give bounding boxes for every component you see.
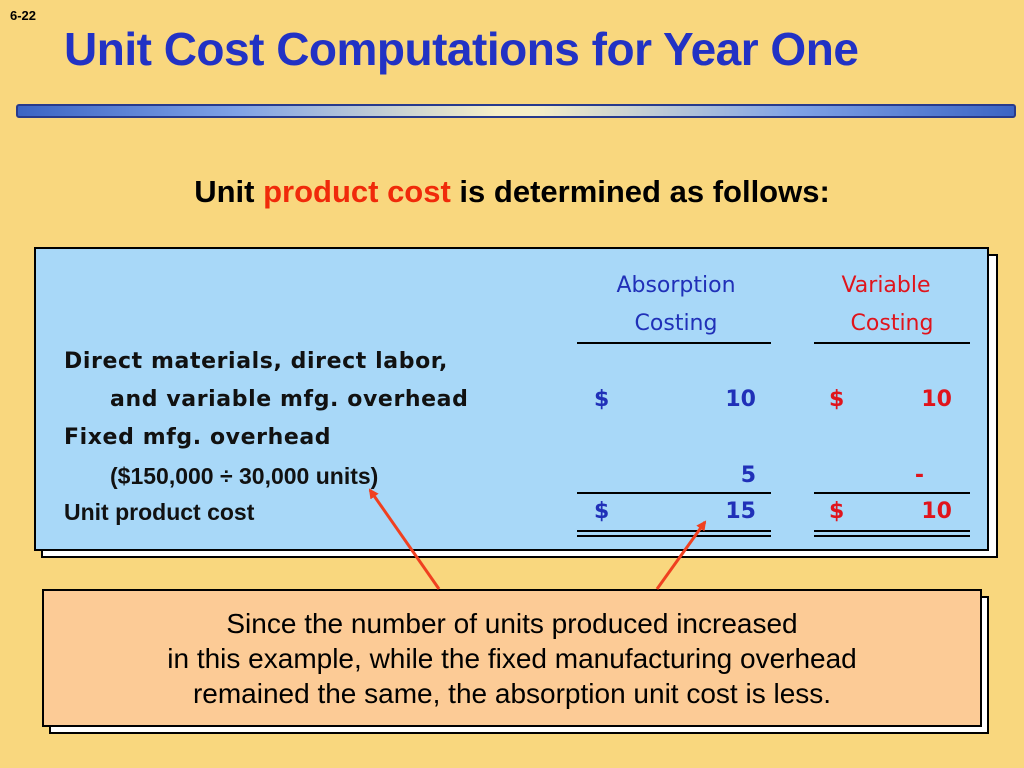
header-absorption-line1: Absorption: [616, 273, 736, 298]
row-unit-product-cost-label: Unit product cost: [64, 499, 255, 525]
subtitle-start: Unit: [194, 174, 264, 209]
header-underline-variable: [814, 342, 970, 344]
total-double-line-variable-top: [814, 530, 970, 532]
explanation-note-box: Since the number of units produced incre…: [42, 589, 982, 727]
cost-table-panel: Absorption Costing Variable Costing Dire…: [34, 247, 989, 551]
header-variable-line2: Costing: [850, 311, 934, 336]
header-absorption-line2: Costing: [634, 311, 718, 336]
note-line-3: remained the same, the absorption unit c…: [192, 677, 832, 709]
subtotal-line-absorption: [577, 492, 771, 494]
total-double-line-absorption-bottom: [577, 535, 771, 537]
row-direct-costs-var-sign: $: [829, 387, 845, 412]
header-variable-line1: Variable: [841, 273, 931, 298]
title-divider-bar: [16, 104, 1016, 118]
row-direct-costs-var-value: 10: [921, 387, 952, 412]
slide-number: 6-22: [10, 8, 37, 23]
subtotal-line-variable: [814, 492, 970, 494]
row-fixed-overhead-var-value: -: [914, 463, 924, 488]
row-direct-costs-abs-value: 10: [725, 387, 756, 412]
row-fixed-overhead-label-line2: ($150,000 ÷ 30,000 units): [110, 463, 379, 489]
page-title: Unit Cost Computations for Year One: [64, 23, 859, 75]
row-unit-product-cost-var-value: 10: [921, 499, 952, 524]
row-unit-product-cost-abs-value: 15: [725, 499, 756, 524]
subtitle-end: is determined as follows:: [450, 174, 830, 209]
total-double-line-variable-bottom: [814, 535, 970, 537]
row-direct-costs-abs-sign: $: [594, 387, 610, 412]
row-direct-costs-label-line2: and variable mfg. overhead: [110, 387, 469, 412]
row-unit-product-cost-var-sign: $: [829, 499, 845, 524]
subtitle: Unit product cost is determined as follo…: [0, 174, 1024, 210]
row-fixed-overhead-abs-value: 5: [740, 463, 756, 488]
arrow-to-fixed-overhead: [368, 488, 441, 590]
row-fixed-overhead-label-line1: Fixed mfg. overhead: [64, 425, 332, 450]
arrow-to-absorption-total: [655, 520, 707, 590]
subtitle-highlight: product cost: [263, 174, 451, 209]
row-direct-costs-label-line1: Direct materials, direct labor,: [64, 349, 448, 374]
header-underline-absorption: [577, 342, 771, 344]
note-line-2: in this example, while the fixed manufac…: [167, 642, 857, 674]
total-double-line-absorption-top: [577, 530, 771, 532]
row-unit-product-cost-abs-sign: $: [594, 499, 610, 524]
note-line-1: Since the number of units produced incre…: [226, 607, 798, 639]
note-text: Since the number of units produced incre…: [167, 606, 857, 711]
